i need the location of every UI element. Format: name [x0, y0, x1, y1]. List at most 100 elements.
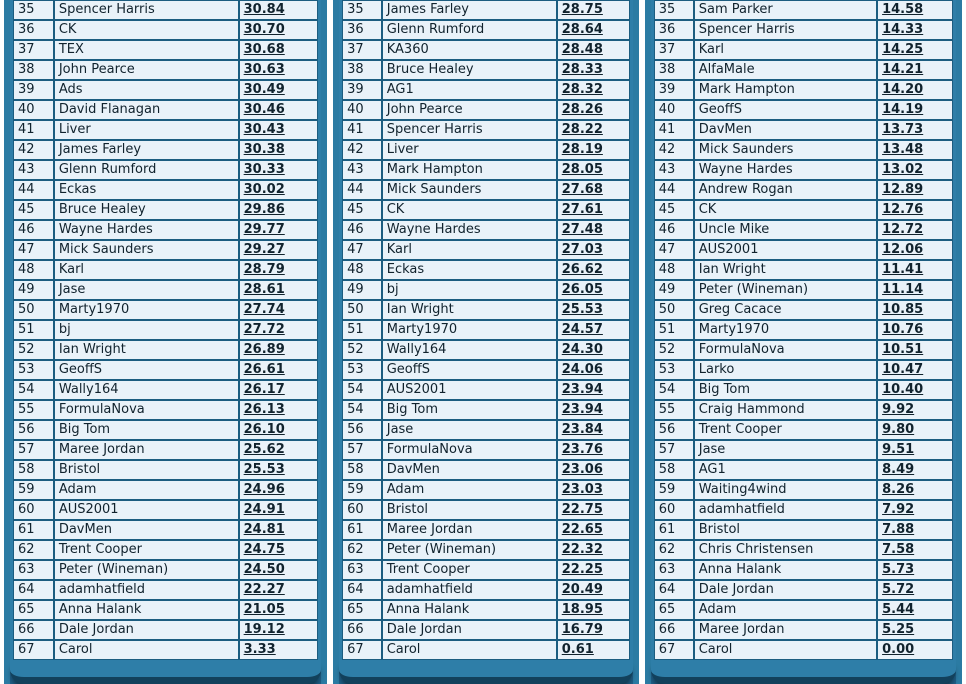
score-link[interactable]: 8.49	[882, 462, 915, 477]
score-link[interactable]: 29.77	[243, 222, 285, 237]
score-link[interactable]: 16.79	[561, 622, 603, 637]
score-link[interactable]: 7.92	[882, 502, 915, 517]
score-link[interactable]: 0.61	[561, 642, 594, 657]
score-link[interactable]: 30.84	[243, 2, 285, 17]
score-link[interactable]: 18.95	[561, 602, 603, 617]
score-link[interactable]: 23.84	[561, 422, 603, 437]
score-link[interactable]: 10.40	[882, 382, 924, 397]
score-link[interactable]: 23.76	[561, 442, 603, 457]
score-link[interactable]: 14.20	[882, 82, 924, 97]
score-link[interactable]: 26.17	[243, 382, 285, 397]
score-link[interactable]: 28.48	[561, 42, 603, 57]
score-link[interactable]: 28.75	[561, 2, 603, 17]
score-link[interactable]: 25.53	[561, 302, 603, 317]
score-link[interactable]: 7.88	[882, 522, 915, 537]
score-link[interactable]: 23.06	[561, 462, 603, 477]
score-link[interactable]: 30.33	[243, 162, 285, 177]
score-link[interactable]: 13.48	[882, 142, 924, 157]
score-link[interactable]: 24.06	[561, 362, 603, 377]
score-link[interactable]: 11.14	[882, 282, 924, 297]
score-link[interactable]: 25.53	[243, 462, 285, 477]
score-link[interactable]: 27.03	[561, 242, 603, 257]
score-link[interactable]: 10.76	[882, 322, 924, 337]
score-link[interactable]: 28.64	[561, 22, 603, 37]
score-link[interactable]: 26.61	[243, 362, 285, 377]
score-link[interactable]: 10.47	[882, 362, 924, 377]
score-link[interactable]: 24.96	[243, 482, 285, 497]
score-link[interactable]: 12.06	[882, 242, 924, 257]
score-link[interactable]: 24.57	[561, 322, 603, 337]
score-link[interactable]: 26.10	[243, 422, 285, 437]
score-link[interactable]: 26.13	[243, 402, 285, 417]
score-link[interactable]: 26.62	[561, 262, 603, 277]
score-link[interactable]: 30.02	[243, 182, 285, 197]
score-link[interactable]: 25.62	[243, 442, 285, 457]
score-link[interactable]: 28.32	[561, 82, 603, 97]
score-link[interactable]: 5.73	[882, 562, 915, 577]
score-link[interactable]: 13.73	[882, 122, 924, 137]
score-link[interactable]: 29.27	[243, 242, 285, 257]
score-link[interactable]: 30.46	[243, 102, 285, 117]
score-link[interactable]: 21.05	[243, 602, 285, 617]
score-link[interactable]: 28.26	[561, 102, 603, 117]
score-link[interactable]: 27.72	[243, 322, 285, 337]
score-link[interactable]: 24.50	[243, 562, 285, 577]
score-link[interactable]: 27.74	[243, 302, 285, 317]
score-link[interactable]: 10.85	[882, 302, 924, 317]
score-link[interactable]: 28.79	[243, 262, 285, 277]
score-link[interactable]: 19.12	[243, 622, 285, 637]
score-link[interactable]: 24.30	[561, 342, 603, 357]
score-link[interactable]: 12.89	[882, 182, 924, 197]
score-link[interactable]: 26.05	[561, 282, 603, 297]
score-link[interactable]: 28.22	[561, 122, 603, 137]
score-link[interactable]: 23.03	[561, 482, 603, 497]
score-link[interactable]: 12.72	[882, 222, 924, 237]
score-link[interactable]: 30.70	[243, 22, 285, 37]
score-link[interactable]: 10.51	[882, 342, 924, 357]
score-link[interactable]: 30.38	[243, 142, 285, 157]
score-link[interactable]: 22.75	[561, 502, 603, 517]
score-link[interactable]: 28.19	[561, 142, 603, 157]
score-link[interactable]: 27.61	[561, 202, 603, 217]
score-link[interactable]: 27.68	[561, 182, 603, 197]
score-link[interactable]: 24.81	[243, 522, 285, 537]
score-link[interactable]: 24.75	[243, 542, 285, 557]
score-link[interactable]: 9.92	[882, 402, 915, 417]
score-link[interactable]: 22.32	[561, 542, 603, 557]
score-link[interactable]: 14.19	[882, 102, 924, 117]
score-link[interactable]: 20.49	[561, 582, 603, 597]
score-link[interactable]: 28.33	[561, 62, 603, 77]
score-link[interactable]: 26.89	[243, 342, 285, 357]
score-link[interactable]: 30.68	[243, 42, 285, 57]
score-link[interactable]: 14.25	[882, 42, 924, 57]
score-link[interactable]: 3.33	[243, 642, 276, 657]
score-link[interactable]: 22.65	[561, 522, 603, 537]
score-link[interactable]: 5.72	[882, 582, 915, 597]
player-name-cell: Karl	[53, 260, 239, 280]
score-link[interactable]: 5.25	[882, 622, 915, 637]
score-link[interactable]: 11.41	[882, 262, 924, 277]
score-link[interactable]: 29.86	[243, 202, 285, 217]
score-link[interactable]: 22.27	[243, 582, 285, 597]
score-link[interactable]: 28.05	[561, 162, 603, 177]
score-link[interactable]: 9.80	[882, 422, 915, 437]
score-link[interactable]: 30.43	[243, 122, 285, 137]
score-link[interactable]: 30.49	[243, 82, 285, 97]
score-link[interactable]: 24.91	[243, 502, 285, 517]
score-link[interactable]: 30.63	[243, 62, 285, 77]
score-link[interactable]: 14.21	[882, 62, 924, 77]
score-link[interactable]: 23.94	[561, 402, 603, 417]
score-link[interactable]: 23.94	[561, 382, 603, 397]
score-link[interactable]: 9.51	[882, 442, 915, 457]
score-link[interactable]: 22.25	[561, 562, 603, 577]
score-link[interactable]: 27.48	[561, 222, 603, 237]
score-link[interactable]: 5.44	[882, 602, 915, 617]
score-link[interactable]: 0.00	[882, 642, 915, 657]
score-link[interactable]: 8.26	[882, 482, 915, 497]
score-link[interactable]: 13.02	[882, 162, 924, 177]
score-link[interactable]: 7.58	[882, 542, 915, 557]
score-link[interactable]: 28.61	[243, 282, 285, 297]
score-link[interactable]: 14.33	[882, 22, 924, 37]
score-link[interactable]: 14.58	[882, 2, 924, 17]
score-link[interactable]: 12.76	[882, 202, 924, 217]
